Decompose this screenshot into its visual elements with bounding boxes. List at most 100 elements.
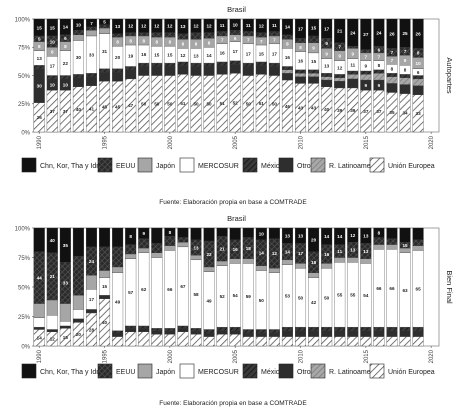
data-label-chn-2010: 17: [298, 26, 304, 31]
data-label-eeuu-2008: 12: [272, 251, 278, 256]
data-label-otros-1992: 10: [63, 82, 69, 87]
bar-eeuu-1996: [112, 33, 124, 38]
bar-chn-2000: [164, 227, 176, 237]
data-label-chn-2004: 11: [220, 23, 225, 28]
bar-japon-2018: [399, 247, 411, 253]
data-label-chn-2012: 14: [324, 234, 330, 239]
bar-chn-1994: [85, 227, 97, 248]
data-label-eeuu-2014: 13: [350, 248, 356, 253]
legend-swatch-rlat: [310, 157, 326, 173]
data-label-mercosur-1999: 15: [154, 52, 160, 57]
bar-chn-1992: [59, 18, 71, 35]
data-label-chn-2015: 27: [363, 32, 369, 37]
data-label-ue-2019: 33: [416, 111, 422, 116]
data-label-japon-1991: 8: [51, 50, 54, 55]
bar-ue-1997: [125, 331, 137, 347]
bar-ue-2001: [177, 331, 189, 347]
legend-swatch-eeuu: [97, 157, 113, 173]
bar-chn-2008: [268, 227, 280, 239]
bar-otros-2006: [242, 66, 254, 76]
bar-chn-1999: [151, 227, 163, 244]
y-tick-label: 100%: [15, 17, 31, 23]
data-label-eeuu-1991: 10: [50, 39, 56, 44]
data-label-eeuu-2005: 16: [233, 247, 239, 252]
bar-mexico-1996: [112, 68, 124, 73]
bar-otros-2000: [164, 330, 176, 335]
x-tick-label: 2000: [168, 349, 174, 363]
bar-mercosur-1993: [72, 309, 84, 320]
bar-mexico-2014: [347, 70, 359, 75]
bar-japon-2007: [255, 265, 267, 271]
legend-label-chn: Chn, Kor, Tha y Idn: [40, 163, 100, 170]
bar-japon-2011: [308, 272, 320, 278]
bar-eeuu-2007: [255, 32, 267, 38]
x-tick-label: 2000: [168, 135, 174, 149]
bar-chn-2003: [203, 227, 215, 242]
bar-mexico-2004: [216, 61, 228, 66]
bar-mexico-2008: [268, 62, 280, 67]
bar-japon-2002: [190, 254, 202, 261]
bar-mexico-2005: [229, 60, 241, 65]
bar-chn-2017: [386, 18, 398, 49]
bar-chn-2017: [386, 227, 398, 239]
bar-chn-1996: [112, 227, 124, 248]
data-label-ue-2010: 43: [298, 106, 304, 111]
bar-mexico-2009: [281, 66, 293, 70]
bar-rlat-2010: [295, 73, 307, 77]
bar-chn-2012: [321, 18, 333, 39]
bar-chn-2014: [347, 18, 359, 47]
bar-mexico-1999: [151, 62, 163, 67]
data-label-chn-1999: 12: [154, 24, 160, 29]
bar-mexico-1997: [125, 325, 137, 329]
data-label-chn-1992: 14: [63, 25, 69, 30]
bar-mexico-2010: [295, 326, 307, 331]
bar-japon-2004: [216, 260, 228, 266]
data-label-eeuu-1992: 6: [64, 36, 67, 41]
data-label-eeuu-2016: 6: [378, 47, 381, 52]
bar-eeuu-2000: [164, 32, 176, 38]
bar-ue-2006: [242, 336, 254, 347]
bar-otros-2013: [334, 81, 346, 89]
bar-ue-2009: [281, 336, 293, 347]
bar-otros-2001: [177, 65, 189, 75]
chart-bien-final: Brasil Bien Final 0% 25% 50% 75% 100% 14 44 12 21 4…: [15, 213, 454, 363]
bar-chn-1998: [138, 18, 150, 33]
data-label-mercosur-2014: 55: [350, 292, 356, 297]
data-label-chn-2018: 25: [402, 31, 408, 36]
bar-chn-2015: [360, 227, 372, 244]
data-label-ue-1996: 45: [115, 104, 121, 109]
bar-mexico-2003: [203, 62, 215, 67]
legend-bien-final: Chn, Kor, Tha y Idn EEUU Japón MERCOSUR Méxi…: [21, 363, 435, 379]
data-label-chn-1991: 15: [50, 25, 56, 30]
data-label-mercosur-2016: 8: [378, 63, 381, 68]
bar-mexico-2000: [164, 328, 176, 331]
data-label-mercosur-1998: 16: [141, 52, 147, 57]
data-label-otros-1990: 30: [37, 83, 43, 88]
data-label-mercosur-2004: 16: [220, 51, 226, 56]
bar-otros-2010: [295, 76, 307, 84]
data-label-chn-2014: 12: [350, 233, 356, 238]
data-label-ue-1995: 45: [102, 104, 108, 109]
bar-ue-2005: [229, 334, 241, 347]
bar-japon-2013: [334, 257, 346, 263]
data-label-mercosur-2012: 50: [324, 295, 330, 300]
bar-chn-1997: [125, 227, 137, 245]
bar-otros-2019: [412, 85, 424, 95]
data-label-chn-2016: 8: [378, 231, 381, 236]
bar-mexico-2012: [321, 73, 333, 77]
bar-eeuu-1993: [72, 256, 84, 296]
bar-mexico-2000: [164, 62, 176, 67]
x-tick-label: 2010: [299, 349, 305, 363]
bar-ue-1999: [151, 334, 163, 347]
data-label-mercosur-2014: 11: [350, 63, 355, 68]
legend-swatch-japon: [137, 157, 153, 173]
bar-otros-1998: [138, 66, 150, 76]
bar-chn-2000: [164, 18, 176, 33]
bar-otros-1994: [85, 76, 97, 86]
data-label-chn-2019: 26: [416, 31, 422, 36]
legend-label-rlat: R. Latinoamerica: [329, 369, 382, 376]
legend-swatch-rlat: [310, 363, 326, 379]
bar-otros-2005: [229, 64, 241, 74]
legend-label-mexico: México: [261, 369, 283, 376]
bar-japon-1993: [72, 295, 84, 310]
